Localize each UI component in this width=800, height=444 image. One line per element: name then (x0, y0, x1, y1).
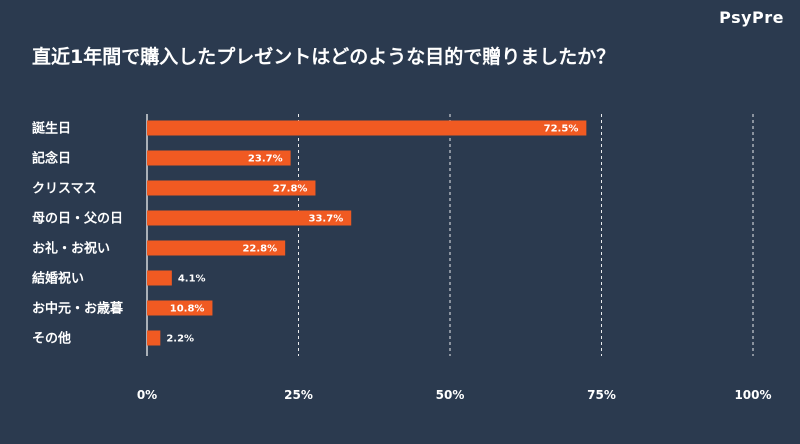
x-tick-label: 0% (137, 388, 157, 402)
brand-logo: PsyPre (719, 8, 784, 27)
category-label: 誕生日 (32, 121, 71, 137)
bar (147, 270, 172, 286)
value-label: 23.7% (248, 154, 283, 165)
category-label: 記念日 (32, 151, 71, 167)
x-tick-label: 75% (587, 388, 616, 402)
bar (147, 150, 291, 166)
category-label: その他 (32, 331, 71, 347)
category-label: 結婚祝い (32, 271, 84, 287)
category-label: お中元・お歳暮 (32, 301, 124, 317)
bar (147, 120, 587, 136)
value-label: 10.8% (170, 304, 205, 315)
chart-title: 直近1年間で購入したプレゼントはどのような目的で贈りましたか？ (32, 46, 616, 68)
bar (147, 330, 161, 346)
bar (147, 210, 352, 226)
bar (147, 240, 286, 256)
category-label: お礼・お祝い (32, 241, 110, 257)
value-label: 33.7% (309, 214, 344, 225)
bar (147, 180, 316, 196)
category-label: クリスマス (32, 182, 97, 197)
x-tick-label: 50% (436, 388, 465, 402)
value-label: 27.8% (273, 184, 308, 195)
x-tick-label: 25% (284, 388, 313, 402)
value-label: 72.5% (544, 124, 579, 135)
value-label: 22.8% (242, 244, 277, 255)
value-label: 4.1% (178, 274, 206, 285)
bar (147, 300, 213, 316)
value-label: 2.2% (166, 334, 194, 345)
category-label: 母の日・父の日 (32, 212, 123, 227)
x-tick-label: 100% (734, 388, 771, 402)
